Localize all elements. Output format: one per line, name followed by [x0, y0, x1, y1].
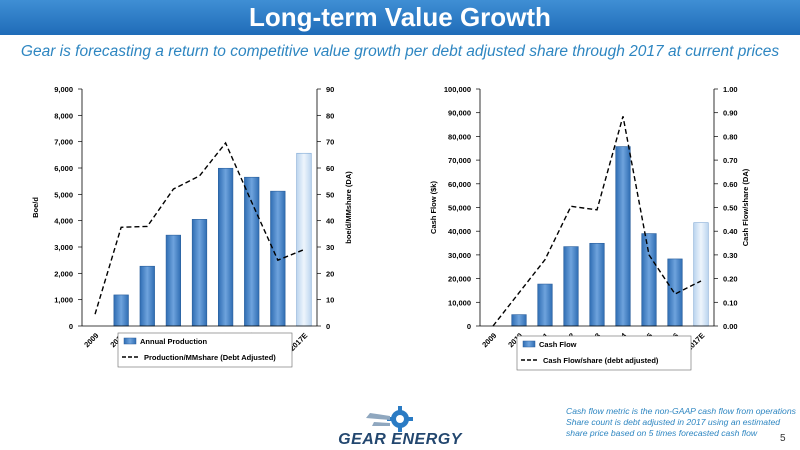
y-tick-label: 70,000	[448, 156, 471, 165]
y-tick-label: 10,000	[448, 298, 471, 307]
logo-text: GEAR ENERGY	[338, 431, 462, 448]
y-tick-label: 0	[69, 322, 73, 331]
y-tick-label: 3,000	[54, 243, 73, 252]
legend-label: Annual Production	[140, 337, 207, 346]
y2-axis-title: Cash Flow/share (DA)	[741, 168, 750, 246]
y-tick-label: 90,000	[448, 109, 471, 118]
y-tick-label: 6,000	[54, 164, 73, 173]
gear-icon	[366, 406, 413, 432]
legend-label: Production/MMshare (Debt Adjusted)	[144, 353, 276, 362]
bar-estimate	[693, 222, 709, 327]
y2-tick-label: 80	[326, 111, 334, 120]
legend-box	[117, 332, 293, 368]
y-tick-label: 80,000	[448, 132, 471, 141]
y-tick-label: 9,000	[54, 85, 73, 94]
title-banner: Long-term Value Growth	[0, 0, 800, 35]
y-tick-label: 30,000	[448, 251, 471, 260]
y-tick-label: 4,000	[54, 217, 73, 226]
y2-tick-label: 70	[326, 138, 334, 147]
legend-label: Cash Flow	[539, 340, 577, 349]
bar	[589, 242, 605, 327]
y2-tick-label: 0.30	[723, 251, 738, 260]
y2-tick-label: 0.80	[723, 132, 738, 141]
y2-tick-label: 0.70	[723, 156, 738, 165]
y2-tick-label: 0.00	[723, 322, 738, 331]
bar	[615, 146, 631, 327]
series-line	[94, 141, 305, 315]
legend-label: Cash Flow/share (debt adjusted)	[543, 356, 659, 365]
y-tick-label: 5,000	[54, 190, 73, 199]
y-tick-label: 0	[467, 322, 471, 331]
y2-tick-label: 0.40	[723, 227, 738, 236]
legend-swatch-bar	[522, 340, 536, 348]
page-number: 5	[780, 433, 786, 444]
x-tick-label: 2009	[480, 331, 498, 349]
series-line	[492, 116, 702, 327]
y2-tick-label: 40	[326, 217, 334, 226]
y-tick-label: 40,000	[448, 227, 471, 236]
y2-axis-title: boe/d/MMshare (DA)	[344, 171, 353, 244]
y-tick-label: 1,000	[54, 296, 73, 305]
bar	[563, 246, 579, 327]
bar	[537, 283, 553, 327]
y2-tick-label: 20	[326, 269, 334, 278]
legend: Annual Production Production/MMshare (Deb…	[117, 332, 293, 368]
y-tick-label: 7,000	[54, 138, 73, 147]
footnote-line: share price based on 5 times forecasted …	[566, 428, 758, 438]
y2-tick-label: 0.90	[723, 109, 738, 118]
page-subtitle: Gear is forecasting a return to competit…	[20, 43, 780, 60]
footnote: Cash flow metric is the non-GAAP cash fl…	[566, 406, 796, 439]
y-tick-label: 2,000	[54, 269, 73, 278]
y2-tick-label: 0.50	[723, 204, 738, 213]
footnote-line: Share count is debt adjusted in 2017 usi…	[566, 417, 781, 427]
footnote-line: Cash flow metric is the non-GAAP cash fl…	[566, 406, 796, 416]
y2-tick-label: 90	[326, 85, 334, 94]
page-title: Long-term Value Growth	[249, 2, 551, 32]
y-tick-label: 100,000	[444, 85, 471, 94]
y-tick-label: 60,000	[448, 180, 471, 189]
y2-tick-label: 60	[326, 164, 334, 173]
y2-tick-label: 30	[326, 243, 334, 252]
gear-energy-logo: GEAR ENERGY	[334, 405, 466, 449]
y-axis-title: Cash Flow ($k)	[429, 181, 438, 234]
y-tick-label: 20,000	[448, 275, 471, 284]
y2-tick-label: 0.20	[723, 275, 738, 284]
y-tick-label: 50,000	[448, 204, 471, 213]
y2-tick-label: 0.10	[723, 298, 738, 307]
y2-tick-label: 50	[326, 190, 334, 199]
legend-box	[516, 335, 692, 371]
legend: Cash Flow Cash Flow/share (debt adjusted)	[516, 335, 692, 371]
bar	[667, 258, 683, 327]
y-tick-label: 8,000	[54, 111, 73, 120]
y2-tick-label: 0	[326, 322, 330, 331]
bar	[641, 233, 657, 327]
y2-tick-label: 1.00	[723, 85, 738, 94]
legend-swatch-bar	[123, 337, 137, 345]
y2-tick-label: 10	[326, 296, 334, 305]
y-axis-title: Boe/d	[31, 197, 40, 218]
y2-tick-label: 0.60	[723, 180, 738, 189]
bar	[511, 314, 527, 327]
